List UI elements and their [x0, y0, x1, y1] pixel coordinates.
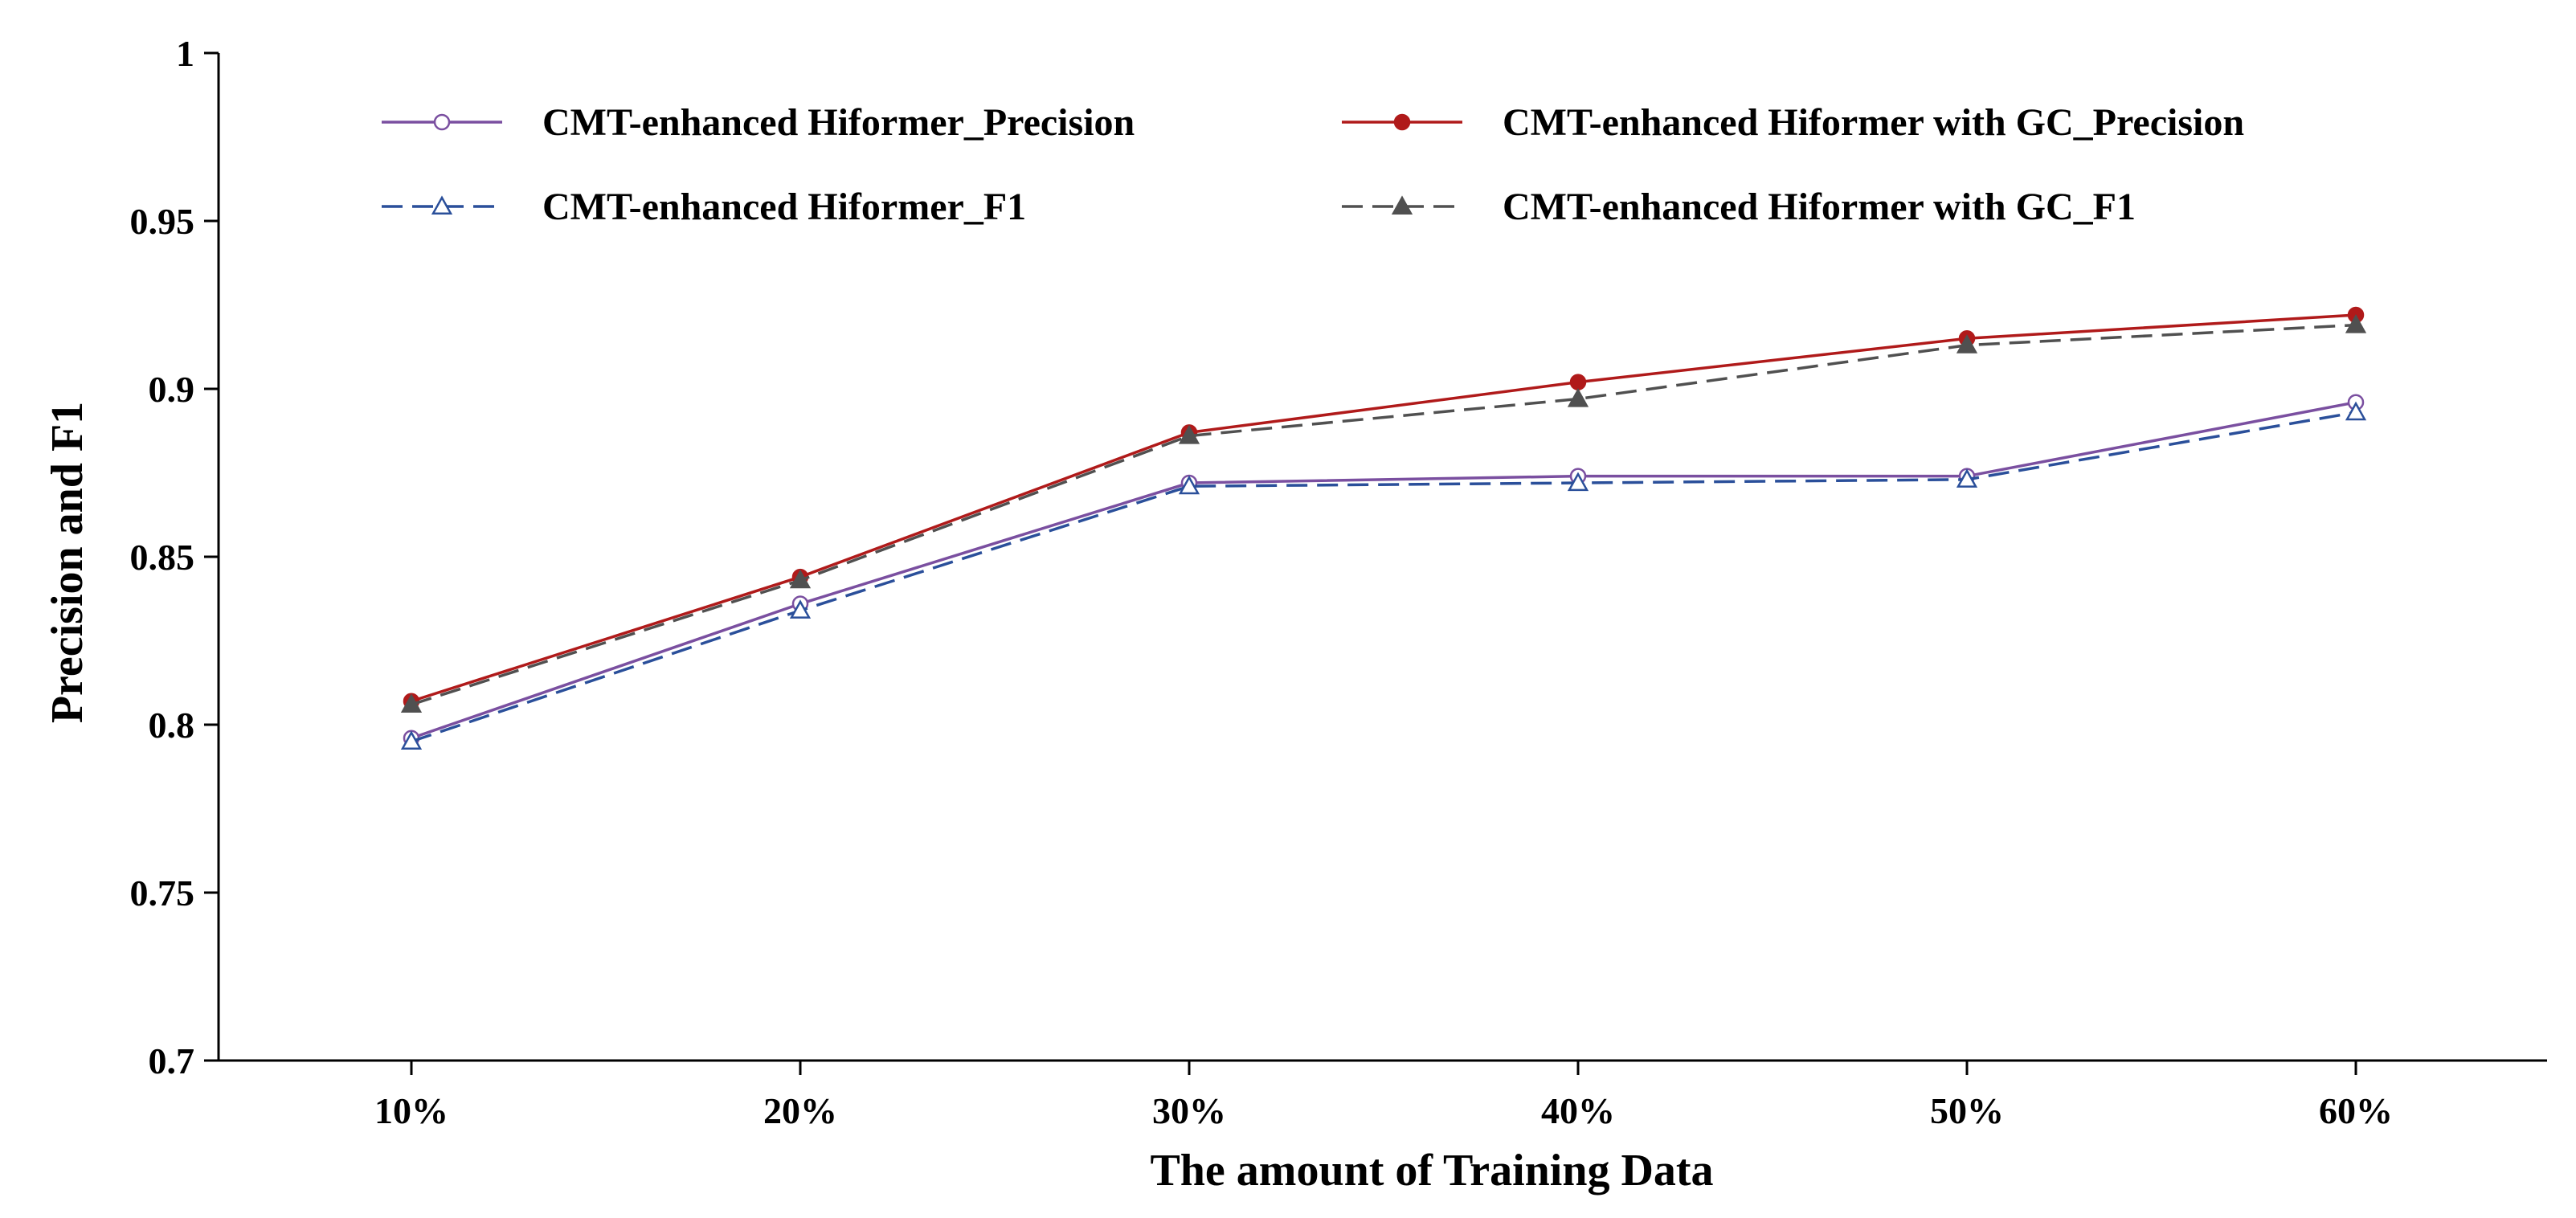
- series-line: [411, 411, 2357, 743]
- y-tick-label: 1: [176, 33, 194, 74]
- legend-marker: [1393, 113, 1411, 131]
- y-ticks: 0.7 0.75 0.8 0.85 0.9 0.95 1: [130, 33, 219, 1081]
- legend-item: CMT-enhanced Hiformer_Precision: [382, 101, 1135, 144]
- x-tick-label: 40%: [1541, 1090, 1615, 1131]
- y-tick-label: 0.7: [149, 1040, 195, 1081]
- data-point: [400, 693, 423, 713]
- series-line: [411, 401, 2357, 740]
- legend-marker: [433, 113, 451, 131]
- legend-marker: [1391, 195, 1413, 215]
- data-point: [1956, 468, 1978, 488]
- data-point: [789, 569, 812, 589]
- y-tick-label: 0.85: [130, 537, 195, 578]
- legend-item: CMT-enhanced Hiformer with GC_F1: [1342, 186, 2136, 228]
- legend-label: CMT-enhanced Hiformer with GC_F1: [1503, 186, 2136, 228]
- data-point: [2345, 401, 2367, 421]
- y-tick-label: 0.9: [149, 369, 195, 410]
- legend-item: CMT-enhanced Hiformer with GC_Precision: [1342, 101, 2244, 144]
- series-line: [411, 313, 2357, 703]
- x-tick-label: 20%: [763, 1090, 837, 1131]
- x-tick-label: 10%: [374, 1090, 448, 1131]
- y-tick-label: 0.95: [130, 201, 195, 242]
- legend-label: CMT-enhanced Hiformer_Precision: [542, 101, 1135, 144]
- x-ticks: 10% 20% 30% 40% 50% 60%: [374, 1061, 2393, 1131]
- y-tick-label: 0.75: [130, 873, 195, 913]
- data-point: [2345, 314, 2367, 333]
- x-tick-label: 60%: [2319, 1090, 2393, 1131]
- series-3: [400, 401, 2367, 750]
- legend-marker: [431, 195, 453, 215]
- data-point: [1956, 334, 1978, 354]
- data-point: [789, 599, 812, 619]
- x-tick-label: 50%: [1930, 1090, 2004, 1131]
- legend-item: CMT-enhanced Hiformer_F1: [382, 186, 1026, 228]
- legend: CMT-enhanced Hiformer_Precision CMT-enhan…: [382, 101, 2244, 228]
- legend-label: CMT-enhanced Hiformer_F1: [542, 186, 1026, 228]
- series-line: [411, 323, 2357, 706]
- x-tick-label: 30%: [1152, 1090, 1226, 1131]
- data-point: [1567, 472, 1589, 492]
- series-layer: [400, 306, 2367, 750]
- y-tick-label: 0.8: [149, 705, 195, 746]
- data-point: [1178, 475, 1200, 495]
- data-point: [400, 730, 423, 750]
- data-point: [1178, 424, 1200, 444]
- legend-label: CMT-enhanced Hiformer with GC_Precision: [1503, 101, 2244, 144]
- x-axis-title: The amount of Training Data: [1150, 1146, 1713, 1196]
- data-point: [1567, 387, 1589, 407]
- y-axis-title: Precision and F1: [43, 402, 92, 723]
- data-point: [1569, 374, 1587, 390]
- series-4: [400, 314, 2367, 713]
